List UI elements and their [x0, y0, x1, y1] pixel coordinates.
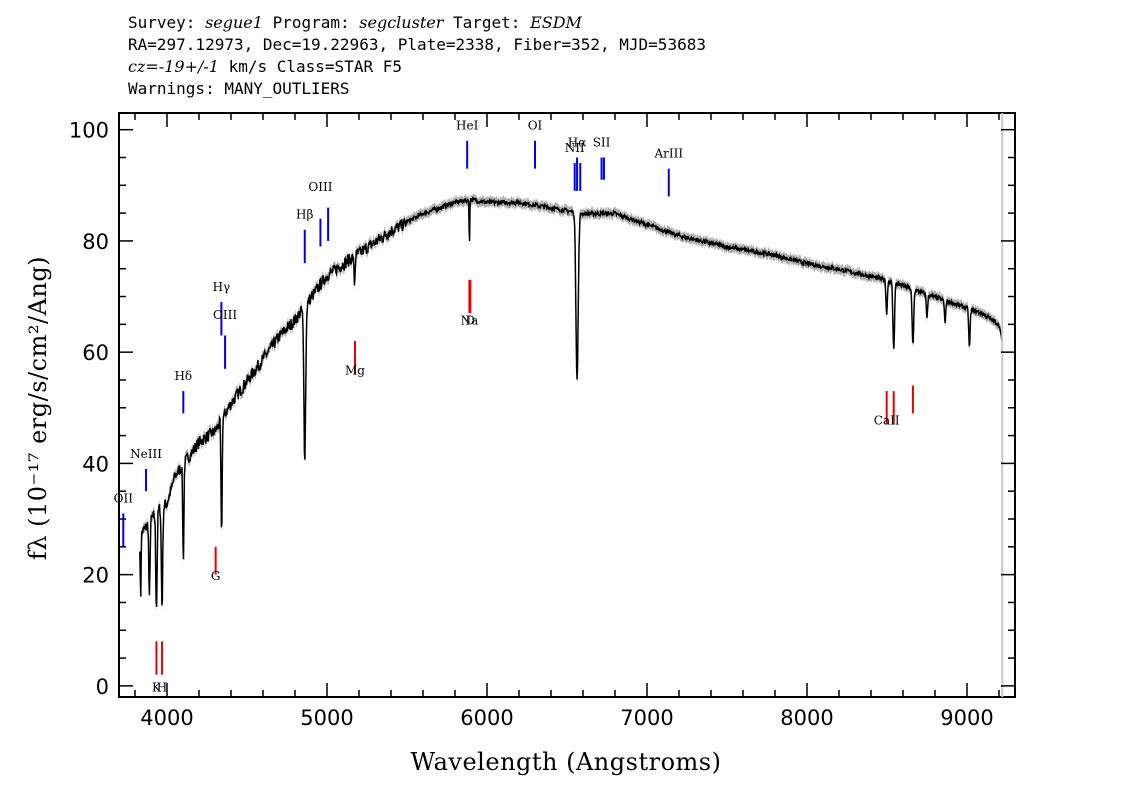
absorption-label-4: Na [461, 313, 479, 327]
emission-label-10: NII [565, 141, 585, 155]
absorption-label-0: K [152, 680, 162, 694]
spectrum-header: Survey: segue1 Program: segcluster Targe… [128, 12, 706, 100]
emission-label-3: Hγ [213, 280, 231, 294]
target-label: Target: [453, 13, 521, 32]
program-value: segcluster [359, 13, 444, 32]
emission-label-0: OII [114, 491, 134, 505]
class-text: km/s Class=STAR F5 [218, 57, 402, 76]
x-tick-label: 8000 [780, 706, 833, 730]
emission-label-1: NeIII [130, 447, 162, 461]
emission-label-4: OIII [213, 308, 237, 322]
y-tick-label: 60 [82, 341, 109, 365]
emission-label-8: HeI [456, 119, 479, 133]
target-value: ESDM [530, 13, 582, 32]
y-tick-label: 40 [82, 452, 109, 476]
absorption-label-5: D [466, 313, 476, 327]
absorption-label-3: Mg [345, 363, 365, 377]
header-line-3: cz=-19+/-1 km/s Class=STAR F5 [128, 56, 706, 78]
survey-value: segue1 [205, 13, 263, 32]
header-line-2: RA=297.12973, Dec=19.22963, Plate=2338, … [128, 35, 706, 54]
x-tick-label: 6000 [460, 706, 513, 730]
y-tick-label: 0 [96, 675, 109, 699]
emission-label-13: SII [593, 135, 611, 149]
header-line-1: Survey: segue1 Program: segcluster Targe… [128, 12, 706, 34]
emission-label-6: OIII [308, 180, 332, 194]
emission-label-2: Hδ [174, 369, 192, 383]
y-tick-label: 20 [82, 564, 109, 588]
emission-label-5: Hβ [296, 208, 313, 222]
cz-value: -19+/-1 [158, 57, 219, 76]
x-tick-label: 7000 [620, 706, 673, 730]
plot-frame [118, 112, 1016, 698]
x-tick-label: 4000 [140, 706, 193, 730]
emission-label-11: Hα [568, 135, 587, 149]
error-band-area [139, 193, 1002, 612]
emission-label-9: OI [528, 119, 543, 133]
y-tick-label: 100 [69, 119, 109, 143]
spectrum-series [139, 195, 1003, 607]
x-tick-label: 9000 [940, 706, 993, 730]
y-tick-label: 80 [82, 230, 109, 254]
y-axis-title: fλ (10⁻¹⁷ erg/s/cm²/Ang) [24, 256, 52, 560]
x-axis-title: Wavelength (Angstroms) [411, 748, 722, 776]
cz-label: cz= [128, 57, 159, 76]
plot-axes: 4000 5000 6000 7000 8000 9000 0 20 40 60 80 100 [69, 112, 1016, 730]
program-label: Program: [272, 13, 350, 32]
emission-label-15: ArIII [653, 146, 683, 160]
survey-label: Survey: [128, 13, 196, 32]
absorption-label-1: H [157, 680, 167, 694]
header-line-4: Warnings: MANY_OUTLIERS [128, 79, 350, 98]
x-tick-label: 5000 [300, 706, 353, 730]
absorption-label-2: G [211, 569, 221, 583]
error-band [139, 193, 1002, 612]
spectrum-line [139, 195, 1003, 607]
absorption-label-6: CaII [874, 413, 900, 427]
